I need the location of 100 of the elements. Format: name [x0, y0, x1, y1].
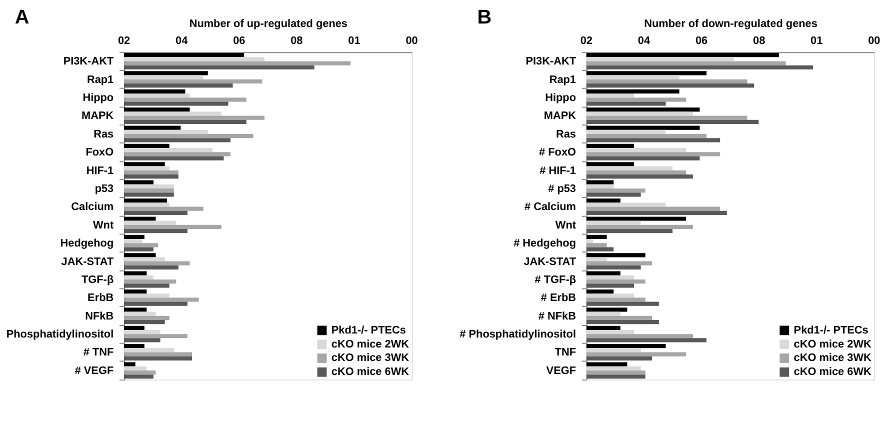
y-tick-label: TNF: [554, 346, 576, 359]
bar: [586, 120, 759, 124]
bar: [124, 116, 265, 120]
bar: [586, 180, 614, 184]
bar: [586, 224, 693, 230]
bar: [124, 261, 190, 266]
bar: [124, 130, 208, 134]
y-tick-label: JAK-STAT: [61, 256, 114, 268]
bar: [586, 89, 680, 94]
bar: [124, 156, 224, 160]
bar: [124, 162, 165, 166]
bar: [586, 338, 707, 342]
bar: [124, 234, 144, 239]
bar: [586, 102, 666, 106]
y-tick-label: MAPK: [81, 110, 114, 122]
bar: [124, 348, 174, 352]
bar: [586, 116, 748, 120]
bar: [124, 79, 262, 84]
bar: [586, 279, 646, 284]
text: 01: [348, 35, 360, 48]
legend-label: cKO mice 6WK: [331, 366, 410, 378]
text: 08: [753, 35, 766, 48]
bar: [124, 188, 174, 193]
bar: [124, 257, 165, 262]
bar: [124, 152, 231, 156]
bar: [586, 75, 680, 80]
bar: [586, 289, 614, 294]
bar: [124, 243, 158, 248]
bar: [124, 320, 165, 324]
bar: [124, 184, 174, 189]
bar: [124, 108, 190, 112]
bar: [124, 302, 188, 306]
y-tick-label: Rap1: [86, 74, 114, 86]
bar: [586, 210, 727, 215]
bar: [124, 170, 178, 174]
bar: [586, 126, 700, 130]
bar: [124, 192, 174, 197]
y-tick-label: Wnt: [93, 219, 114, 232]
y-tick-label: Hedgehog: [60, 238, 114, 250]
bar: [124, 144, 170, 148]
text: 06: [233, 35, 246, 48]
y-tick-label: # FoxO: [539, 146, 577, 159]
bar: [586, 265, 641, 270]
bar: [586, 162, 634, 166]
bar: [586, 216, 686, 221]
bar: [586, 52, 780, 58]
bar: [124, 374, 154, 379]
bar: [586, 152, 720, 156]
legend-label: Pkd1-/- PTECs: [331, 324, 406, 336]
bar: [124, 126, 181, 130]
bar: [124, 253, 156, 258]
legend-label: cKO mice 2WK: [331, 338, 410, 350]
y-tick-label: Ras: [94, 128, 114, 140]
y-tick-label: # Hedgehog: [514, 238, 576, 250]
bar: [124, 366, 147, 370]
bar: [586, 188, 646, 193]
bar: [124, 344, 144, 348]
bar: [124, 148, 212, 152]
bar: [124, 316, 170, 320]
bar: [586, 316, 652, 320]
bar: [586, 348, 641, 352]
bar: [586, 170, 686, 174]
bar: [124, 312, 156, 316]
bar: [124, 174, 178, 179]
bar: [124, 370, 156, 375]
bar: [586, 257, 607, 262]
bar: [124, 52, 244, 58]
bar: [586, 98, 686, 102]
bar: [124, 166, 170, 170]
bar: [124, 220, 176, 225]
bar: [586, 275, 634, 280]
text: 06: [695, 35, 708, 48]
bar: [124, 338, 160, 342]
y-tick-label: # TNF: [83, 346, 114, 359]
y-tick-label: # HIF-1: [540, 164, 576, 177]
y-tick-label: p53: [94, 183, 114, 196]
y-tick-label: Rap1: [549, 74, 576, 86]
bar: [586, 344, 666, 348]
bar: [586, 65, 813, 70]
bar: [124, 224, 222, 230]
bar: [586, 326, 620, 330]
legend-label: cKO mice 3WK: [331, 352, 410, 364]
y-tick-label: FoxO: [86, 146, 114, 159]
bar: [586, 239, 594, 244]
bar: [124, 93, 190, 98]
text: 00: [406, 35, 418, 48]
bar: [124, 138, 231, 142]
bar: [586, 362, 628, 366]
legend-label: cKO mice 3WK: [794, 352, 872, 364]
bar: [124, 102, 228, 106]
bar: [586, 220, 641, 225]
bar: [586, 134, 707, 138]
bar: [586, 184, 614, 189]
bar: [124, 279, 176, 284]
bar: [124, 362, 136, 366]
y-tick-label: MAPK: [544, 110, 576, 122]
bar: [586, 108, 700, 112]
bar: [586, 71, 707, 76]
bar: [586, 144, 634, 148]
y-tick-label: # VEGF: [74, 364, 114, 377]
